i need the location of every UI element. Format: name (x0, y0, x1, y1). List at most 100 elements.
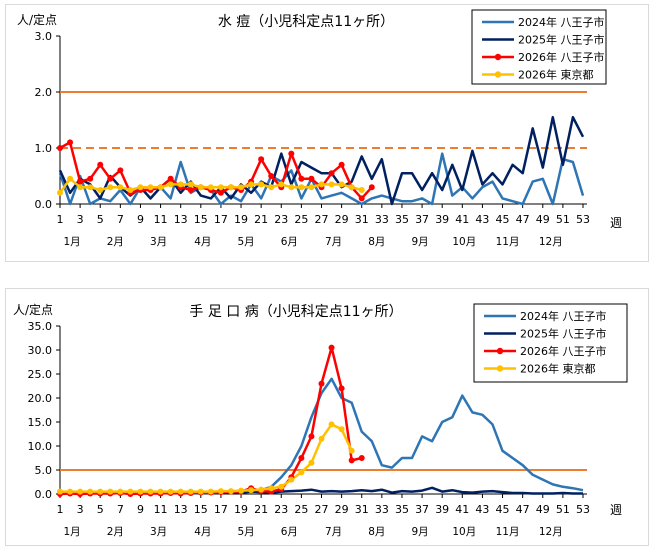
data-point (157, 184, 164, 191)
data-point (278, 483, 285, 490)
x-tick-label: 41 (455, 213, 469, 226)
y-tick-label: 20.0 (28, 392, 53, 405)
data-point (298, 469, 305, 476)
data-point (217, 189, 224, 196)
series-line-3 (60, 423, 353, 493)
x-tick-label: 5 (97, 503, 104, 516)
data-point (298, 184, 305, 191)
y-tick-label: 0.0 (35, 198, 53, 211)
data-point (67, 139, 74, 146)
y-tick-label: 2.0 (35, 86, 53, 99)
y-tick-label: 30.0 (28, 344, 53, 357)
x-tick-label: 3 (77, 213, 84, 226)
x-tick-label: 1 (57, 213, 64, 226)
x-tick-label: 29 (335, 503, 349, 516)
month-label: 3月 (150, 236, 167, 248)
data-point (258, 181, 265, 188)
legend-label: 2025年 八王子市 (520, 327, 607, 341)
x-tick-label: 31 (355, 503, 369, 516)
data-point (268, 173, 275, 179)
data-point (288, 184, 295, 191)
x-tick-label: 53 (576, 213, 590, 226)
month-label: 4月 (194, 236, 211, 248)
month-label: 9月 (411, 236, 428, 248)
data-point (187, 187, 194, 193)
x-tick-label: 41 (455, 503, 469, 516)
y-tick-label: 10.0 (28, 440, 53, 453)
data-point (358, 455, 365, 461)
data-point (338, 426, 345, 433)
y-tick-label: 3.0 (35, 30, 53, 43)
data-point (348, 457, 355, 464)
x-tick-label: 7 (117, 213, 124, 226)
month-label: 12月 (539, 526, 563, 538)
data-point (57, 488, 63, 495)
x-tick-label: 25 (294, 503, 308, 516)
data-point (67, 175, 74, 182)
data-point (177, 488, 184, 495)
data-point (238, 184, 245, 191)
x-tick-label: 23 (274, 503, 288, 516)
legend-marker (496, 347, 504, 355)
data-point (97, 161, 104, 168)
hand-foot-mouth-chart: 人/定点 手 足 口 病（小児科定点11ヶ所） 週 0.0 5.0 10.0 15.0… (5, 288, 649, 546)
chart-border (5, 288, 649, 546)
month-label: 1月 (63, 526, 80, 538)
month-label: 11月 (496, 526, 520, 538)
data-point (348, 184, 355, 191)
data-point (87, 488, 94, 495)
x-tick-label: 21 (254, 503, 268, 516)
x-tick-label: 45 (496, 213, 510, 226)
chart-title: 手 足 口 病（小児科定点11ヶ所） (189, 304, 402, 320)
data-point (97, 187, 104, 193)
data-point (268, 485, 275, 492)
data-point (57, 189, 63, 196)
data-point (207, 488, 214, 495)
legend-marker (494, 71, 502, 78)
data-point (248, 487, 255, 494)
legend-label: 2025年 八王子市 (518, 33, 605, 47)
data-point (278, 181, 285, 188)
data-point (358, 187, 365, 193)
x-tick-label: 37 (415, 213, 429, 226)
legend-label: 2026年 東京都 (518, 68, 594, 82)
data-point (338, 181, 345, 188)
x-axis-unit-label: 週 (610, 503, 622, 517)
data-point (117, 167, 124, 174)
data-point (97, 488, 104, 495)
x-tick-label: 19 (234, 213, 248, 226)
data-point (318, 435, 325, 442)
x-tick-label: 35 (395, 503, 409, 516)
series-line-2 (59, 141, 373, 200)
data-point (368, 184, 375, 191)
data-point (338, 385, 345, 392)
data-point (127, 187, 134, 193)
legend-label: 2026年 八王子市 (520, 344, 607, 358)
x-tick-label: 17 (214, 213, 228, 226)
x-tick-label: 47 (516, 503, 530, 516)
legend-label: 2026年 東京都 (520, 362, 596, 376)
y-tick-label: 35.0 (28, 320, 53, 333)
data-point (87, 184, 94, 191)
x-tick-label: 9 (137, 213, 144, 226)
month-label: 10月 (452, 526, 476, 538)
data-point (87, 175, 94, 182)
legend-marker (494, 53, 502, 61)
chart-border (5, 4, 649, 262)
month-label: 7月 (325, 526, 342, 538)
month-label: 3月 (150, 526, 167, 538)
x-tick-label: 21 (254, 213, 268, 226)
data-point (227, 488, 234, 495)
x-tick-label: 27 (315, 213, 329, 226)
x-tick-label: 13 (174, 503, 188, 516)
x-tick-label: 15 (194, 213, 208, 226)
x-tick-label: 13 (174, 213, 188, 226)
data-point (197, 488, 204, 495)
x-tick-label: 11 (154, 213, 168, 226)
x-tick-label: 47 (516, 213, 530, 226)
legend-label: 2024年 八王子市 (518, 15, 605, 29)
data-point (107, 184, 114, 191)
x-tick-label: 9 (137, 503, 144, 516)
x-tick-label: 25 (294, 213, 308, 226)
month-label: 5月 (237, 526, 254, 538)
